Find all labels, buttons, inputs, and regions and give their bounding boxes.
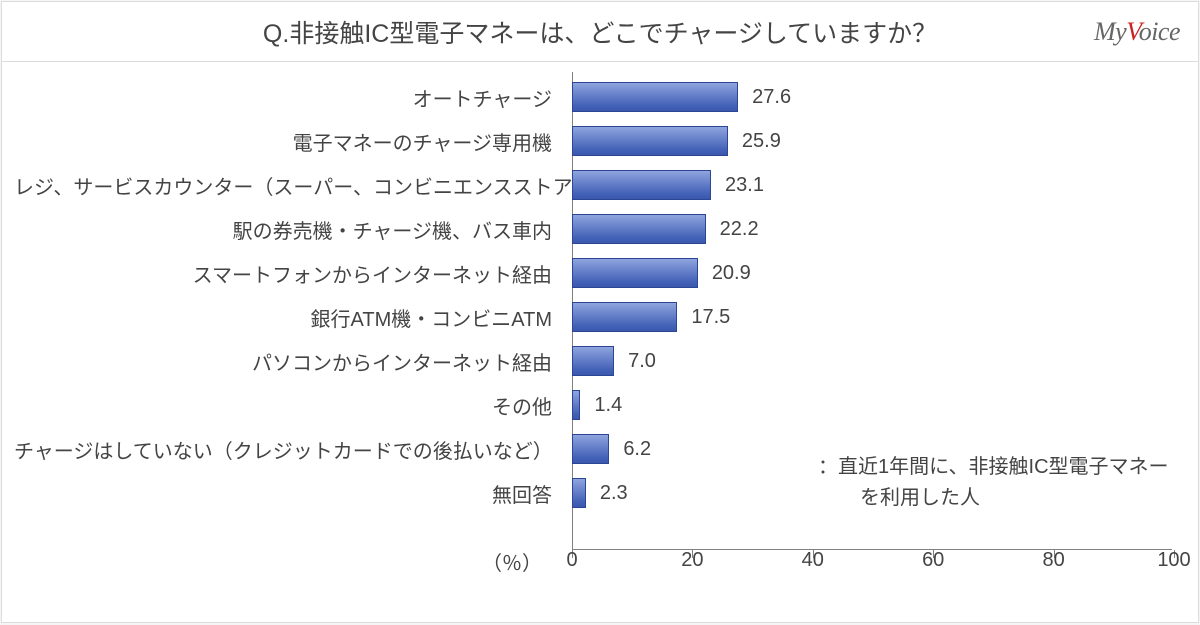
bar-category-label: オートチャージ — [14, 83, 562, 112]
bar — [572, 258, 698, 288]
footnote-line-1: ：直近1年間に、非接触IC型電子マネー — [818, 452, 1198, 483]
chart-title: Q.非接触IC型電子マネーは、どこでチャージしていますか？ — [2, 14, 1078, 50]
bar-row: 銀行ATM機・コンビニATM 17.5 — [14, 298, 1186, 336]
bar-category-label: その他 — [14, 391, 562, 420]
bar-category-label: パソコンからインターネット経由 — [14, 347, 562, 376]
bar-value-label: 17.5 — [691, 306, 730, 329]
x-axis-unit: （％） — [482, 547, 542, 576]
bar-value-label: 1.4 — [594, 394, 622, 417]
bar — [572, 346, 614, 376]
bar-value-label: 2.3 — [600, 482, 628, 505]
logo-part-oice: oice — [1139, 17, 1180, 46]
bar-wrap: 7.0 — [572, 346, 656, 376]
bar-row: オートチャージ 27.6 — [14, 78, 1186, 116]
bar-category-label: レジ、サービスカウンター（スーパー、コンビニエンスストア等） — [14, 171, 562, 200]
bar — [572, 170, 711, 200]
bar-value-label: 25.9 — [742, 130, 781, 153]
bar-row: レジ、サービスカウンター（スーパー、コンビニエンスストア等） 23.1 — [14, 166, 1186, 204]
bar-value-label: 22.2 — [720, 218, 759, 241]
bar — [572, 434, 609, 464]
bar-wrap: 22.2 — [572, 214, 759, 244]
bar-row: スマートフォンからインターネット経由 20.9 — [14, 254, 1186, 292]
xtick-label: 100 — [1157, 549, 1190, 572]
bar-category-label: 電子マネーのチャージ専用機 — [14, 127, 562, 156]
bar-row: 電子マネーのチャージ専用機 25.9 — [14, 122, 1186, 160]
chart-area: オートチャージ 27.6 電子マネーのチャージ専用機 25.9 レジ、サービスカウンター… — [14, 72, 1186, 610]
xtick-label: 60 — [922, 549, 944, 572]
brand-logo: MyVoice — [1078, 17, 1198, 47]
bar — [572, 214, 706, 244]
xtick-label: 0 — [566, 549, 577, 572]
footnote-line-2: を利用した人 — [818, 483, 1198, 514]
bar — [572, 302, 677, 332]
logo-part-v: V — [1126, 17, 1139, 46]
chart-container: Q.非接触IC型電子マネーは、どこでチャージしていますか？ MyVoice オー… — [1, 1, 1199, 623]
bar-category-label: 駅の券売機・チャージ機、バス車内 — [14, 215, 562, 244]
bar-category-label: スマートフォンからインターネット経由 — [14, 259, 562, 288]
bar-wrap: 1.4 — [572, 390, 622, 420]
bar-category-label: チャージはしていない（クレジットカードでの後払いなど） — [14, 435, 562, 464]
bar-row: パソコンからインターネット経由 7.0 — [14, 342, 1186, 380]
bar — [572, 126, 728, 156]
bar — [572, 390, 580, 420]
title-bar: Q.非接触IC型電子マネーは、どこでチャージしていますか？ MyVoice — [2, 2, 1198, 62]
bar-wrap: 20.9 — [572, 258, 751, 288]
bar-value-label: 6.2 — [623, 438, 651, 461]
xtick-label: 80 — [1042, 549, 1064, 572]
bar — [572, 478, 586, 508]
footnote: ：直近1年間に、非接触IC型電子マネー を利用した人 — [818, 452, 1198, 514]
bar-value-label: 23.1 — [725, 174, 764, 197]
bar-category-label: 無回答 — [14, 479, 562, 508]
bar — [572, 82, 738, 112]
bar-wrap: 6.2 — [572, 434, 651, 464]
bar-category-label: 銀行ATM機・コンビニATM — [14, 303, 562, 332]
bar-wrap: 2.3 — [572, 478, 628, 508]
bar-wrap: 23.1 — [572, 170, 764, 200]
bar-wrap: 27.6 — [572, 82, 791, 112]
bar-row: 駅の券売機・チャージ機、バス車内 22.2 — [14, 210, 1186, 248]
bar-wrap: 17.5 — [572, 302, 730, 332]
xtick-label: 40 — [802, 549, 824, 572]
bar-value-label: 27.6 — [752, 86, 791, 109]
logo-part-my: My — [1094, 17, 1126, 46]
xtick-label: 20 — [681, 549, 703, 572]
bar-value-label: 7.0 — [628, 350, 656, 373]
bar-wrap: 25.9 — [572, 126, 781, 156]
bar-value-label: 20.9 — [712, 262, 751, 285]
bar-row: その他 1.4 — [14, 386, 1186, 424]
